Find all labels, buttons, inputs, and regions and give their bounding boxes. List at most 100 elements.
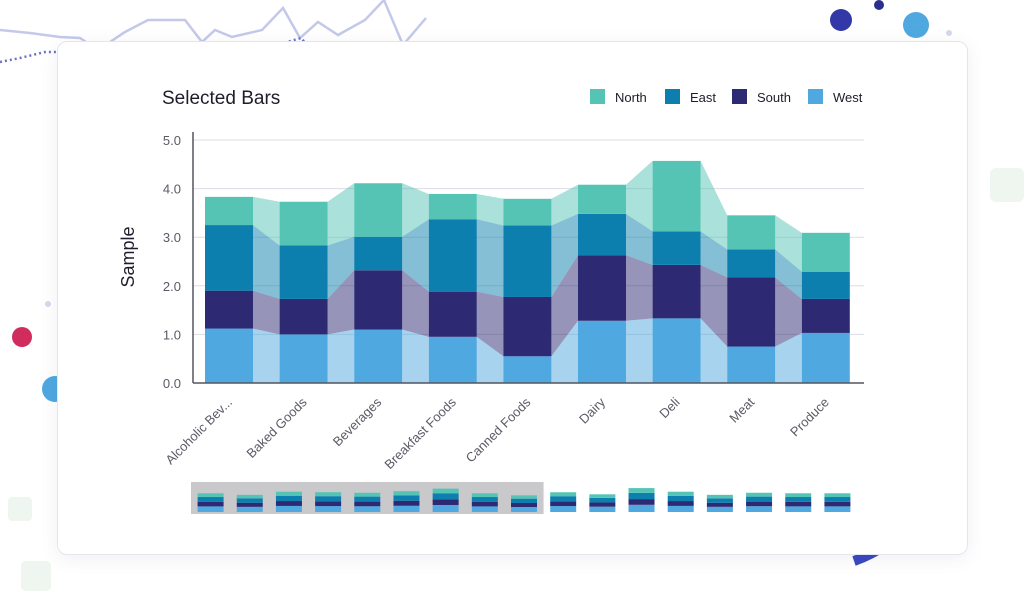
navigator-bar-segment bbox=[511, 503, 537, 508]
bar-segment-south[interactable] bbox=[578, 255, 626, 321]
bar-segment-north[interactable] bbox=[503, 198, 552, 226]
bar-segment-west[interactable] bbox=[727, 346, 776, 383]
connector-band bbox=[700, 231, 728, 278]
bar-segment-north[interactable] bbox=[428, 193, 477, 220]
bar-segment-south[interactable] bbox=[727, 277, 776, 347]
navigator-bar-segment bbox=[236, 502, 263, 507]
navigator-bar-segment bbox=[706, 498, 733, 503]
bar-segment-east[interactable] bbox=[205, 225, 253, 291]
y-tick-label: 1.0 bbox=[163, 327, 181, 342]
bar-segment-south[interactable] bbox=[801, 298, 850, 333]
navigator-bar-segment bbox=[471, 497, 498, 502]
x-tick-labels: Alcoholic Bev... Baked Goods BeveragesBrea… bbox=[162, 394, 832, 472]
navigator-bar-segment bbox=[471, 493, 498, 498]
connector-band bbox=[253, 196, 280, 246]
connector-band bbox=[700, 264, 728, 347]
navigator-bar-segment bbox=[197, 501, 224, 507]
navigator-bar-segment bbox=[315, 506, 342, 512]
navigator-bar-segment bbox=[667, 495, 694, 502]
connector-band bbox=[476, 291, 504, 357]
bar-segment-east[interactable] bbox=[503, 225, 552, 297]
bar-segment-west[interactable] bbox=[279, 334, 328, 383]
bar-segment-west[interactable] bbox=[652, 318, 701, 383]
navigator-bar-segment bbox=[432, 499, 459, 505]
navigator-bar-segment bbox=[667, 491, 694, 496]
legend-swatch-west bbox=[808, 89, 823, 104]
navigator-bar-segment bbox=[550, 492, 577, 497]
x-tick-label: Baked Goods bbox=[243, 394, 310, 461]
bar-segment-west[interactable] bbox=[503, 356, 552, 383]
navigator-bar-segment bbox=[471, 506, 498, 512]
bars bbox=[205, 160, 850, 383]
navigator-bar-segment bbox=[746, 501, 773, 507]
range-navigator[interactable] bbox=[191, 482, 851, 514]
navigator-bar-segment bbox=[824, 501, 851, 507]
bar-segment-north[interactable] bbox=[354, 183, 403, 237]
bar-segment-south[interactable] bbox=[205, 290, 253, 329]
navigator-bar-segment bbox=[432, 493, 459, 500]
chart-legend: North East South West bbox=[590, 89, 863, 105]
navigator-bar-segment bbox=[354, 492, 381, 497]
navigator-bar-segment bbox=[511, 498, 537, 504]
decor-dot bbox=[830, 9, 852, 31]
x-tick-label: Meat bbox=[726, 394, 757, 425]
legend-swatch-south bbox=[732, 89, 747, 104]
bar-segment-south[interactable] bbox=[652, 264, 701, 319]
navigator-bar-segment bbox=[550, 496, 577, 502]
bar-segment-north[interactable] bbox=[279, 201, 328, 246]
navigator-bar-segment bbox=[589, 497, 616, 503]
bar-segment-south[interactable] bbox=[354, 270, 403, 330]
connector-band bbox=[402, 329, 429, 383]
navigator-bar-segment bbox=[706, 502, 733, 507]
navigator-bar-segment bbox=[589, 506, 616, 512]
bar-segment-east[interactable] bbox=[578, 213, 626, 256]
bar-segment-east[interactable] bbox=[652, 231, 701, 265]
navigator-bar-segment bbox=[628, 488, 655, 493]
bar-segment-west[interactable] bbox=[205, 328, 253, 383]
bar-segment-south[interactable] bbox=[428, 291, 477, 337]
bar-segment-east[interactable] bbox=[801, 271, 850, 299]
y-tick-label: 4.0 bbox=[163, 182, 181, 197]
navigator-bar-segment bbox=[511, 507, 537, 512]
x-tick-label: Breakfast Foods bbox=[381, 394, 459, 472]
bar-segment-west[interactable] bbox=[801, 332, 850, 383]
navigator-bar-segment bbox=[824, 506, 851, 512]
connector-band bbox=[775, 215, 802, 272]
bar-segment-west[interactable] bbox=[578, 320, 626, 383]
navigator-bar-segment bbox=[197, 497, 224, 502]
bar-segment-south[interactable] bbox=[503, 296, 552, 357]
decor-dot bbox=[12, 327, 32, 347]
bar-segment-east[interactable] bbox=[354, 236, 403, 271]
bar-segment-north[interactable] bbox=[578, 184, 626, 214]
bar-segment-north[interactable] bbox=[727, 215, 776, 250]
bar-segment-north[interactable] bbox=[205, 196, 253, 226]
connector-band bbox=[551, 255, 578, 357]
axes bbox=[192, 132, 864, 384]
connector-band bbox=[626, 318, 653, 383]
bar-segment-west[interactable] bbox=[354, 329, 403, 383]
navigator-bar-segment bbox=[746, 496, 773, 502]
navigator-bar-segment bbox=[628, 504, 655, 512]
bar-segment-south[interactable] bbox=[279, 298, 328, 335]
bar-segment-east[interactable] bbox=[279, 245, 328, 299]
connector-band bbox=[327, 270, 355, 335]
navigator-bar-segment bbox=[275, 495, 302, 502]
connector-band bbox=[476, 193, 504, 226]
y-tick-label: 0.0 bbox=[163, 376, 181, 391]
navigator-bar-segment bbox=[511, 495, 537, 499]
bar-segment-north[interactable] bbox=[801, 232, 850, 272]
navigator-bar-segment bbox=[197, 506, 224, 512]
x-tick-label: Canned Foods bbox=[463, 394, 534, 465]
decor-square bbox=[990, 168, 1024, 202]
bar-segment-east[interactable] bbox=[727, 249, 776, 278]
navigator-bar-segment bbox=[706, 506, 733, 512]
navigator-bar-segment bbox=[667, 505, 694, 512]
decor-square bbox=[21, 561, 51, 591]
x-tick-label: Deli bbox=[656, 394, 683, 421]
bar-segment-west[interactable] bbox=[428, 336, 477, 383]
legend-label-south: South bbox=[757, 90, 791, 105]
bar-segment-north[interactable] bbox=[652, 160, 701, 232]
legend-label-north: North bbox=[615, 90, 647, 105]
connector-band bbox=[327, 329, 355, 383]
bar-segment-east[interactable] bbox=[428, 219, 477, 292]
